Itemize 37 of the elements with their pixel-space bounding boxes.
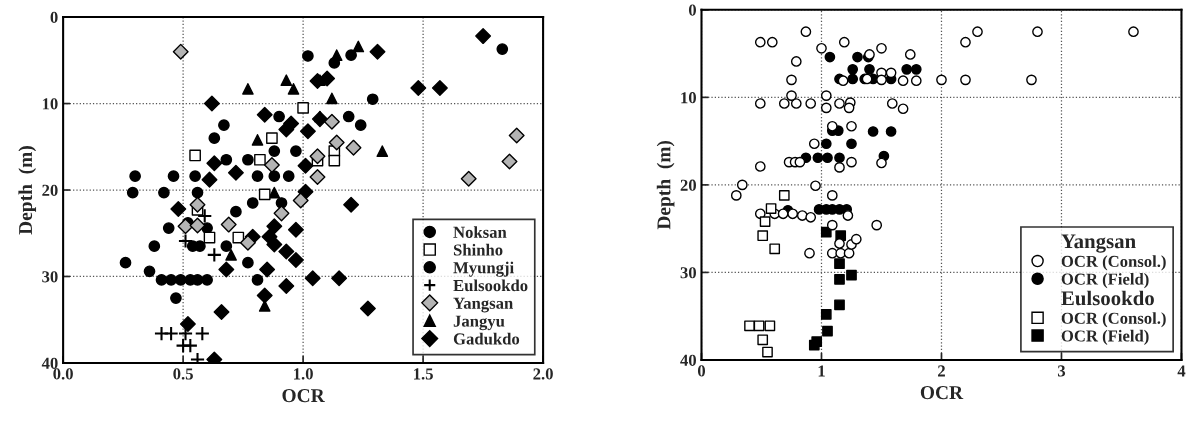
y-tick-label: 10	[42, 98, 58, 110]
legend-label: OCR (Field)	[1061, 273, 1149, 289]
legend-label: Jangyu	[453, 315, 505, 331]
legend-label: OCR (Consol.)	[1061, 312, 1166, 328]
x-tick-label: 0.5	[173, 368, 193, 380]
x-axis-title: OCR	[920, 386, 964, 400]
legend-label: Gadukdo	[453, 332, 520, 345]
y-axis-title: Depth (m)	[656, 140, 675, 230]
x-axis-title: OCR	[282, 389, 325, 403]
x-tick-label: 1.0	[294, 368, 313, 380]
legend-label: OCR (Field)	[1061, 329, 1149, 345]
y-tick-label: 40	[680, 354, 696, 366]
legend-label: Shinho	[453, 243, 503, 256]
annotation: Eulsookdo	[1061, 290, 1154, 306]
x-tick-label: 0	[697, 365, 706, 377]
x-tick-label: 2.0	[533, 368, 553, 380]
y-tick-label: 30	[680, 267, 696, 279]
y-tick-label: 30	[42, 271, 58, 283]
annotation: Yangsan	[1061, 234, 1136, 253]
x-tick-label: 1.5	[414, 368, 433, 380]
legend-label: Yangsan	[453, 297, 514, 313]
y-axis-title: Depth (m)	[18, 146, 37, 235]
legend-label: Myungji	[453, 261, 514, 277]
y-tick-label: 20	[42, 184, 58, 196]
y-tick-label: 0	[50, 11, 58, 24]
x-tick-label: 2	[938, 365, 945, 377]
y-tick-label: 0	[688, 4, 696, 16]
y-tick-label: 10	[681, 92, 696, 104]
x-tick-label: 1	[818, 365, 825, 377]
y-tick-label: 40	[41, 357, 58, 369]
legend-label: Eulsookdo	[453, 279, 528, 292]
x-tick-label: 0.0	[53, 368, 73, 380]
x-tick-label: 3	[1057, 365, 1066, 377]
x-tick-label: 4	[1177, 365, 1186, 377]
legend-label: OCR (Consol.)	[1061, 255, 1166, 271]
legend-label: Noksan	[453, 226, 507, 238]
y-tick-label: 20	[680, 179, 696, 191]
